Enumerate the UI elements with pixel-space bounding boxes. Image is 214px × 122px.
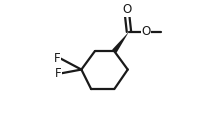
Text: O: O xyxy=(122,3,131,16)
Text: F: F xyxy=(55,67,62,80)
Polygon shape xyxy=(112,32,129,53)
Text: F: F xyxy=(54,52,61,65)
Text: O: O xyxy=(141,25,151,38)
